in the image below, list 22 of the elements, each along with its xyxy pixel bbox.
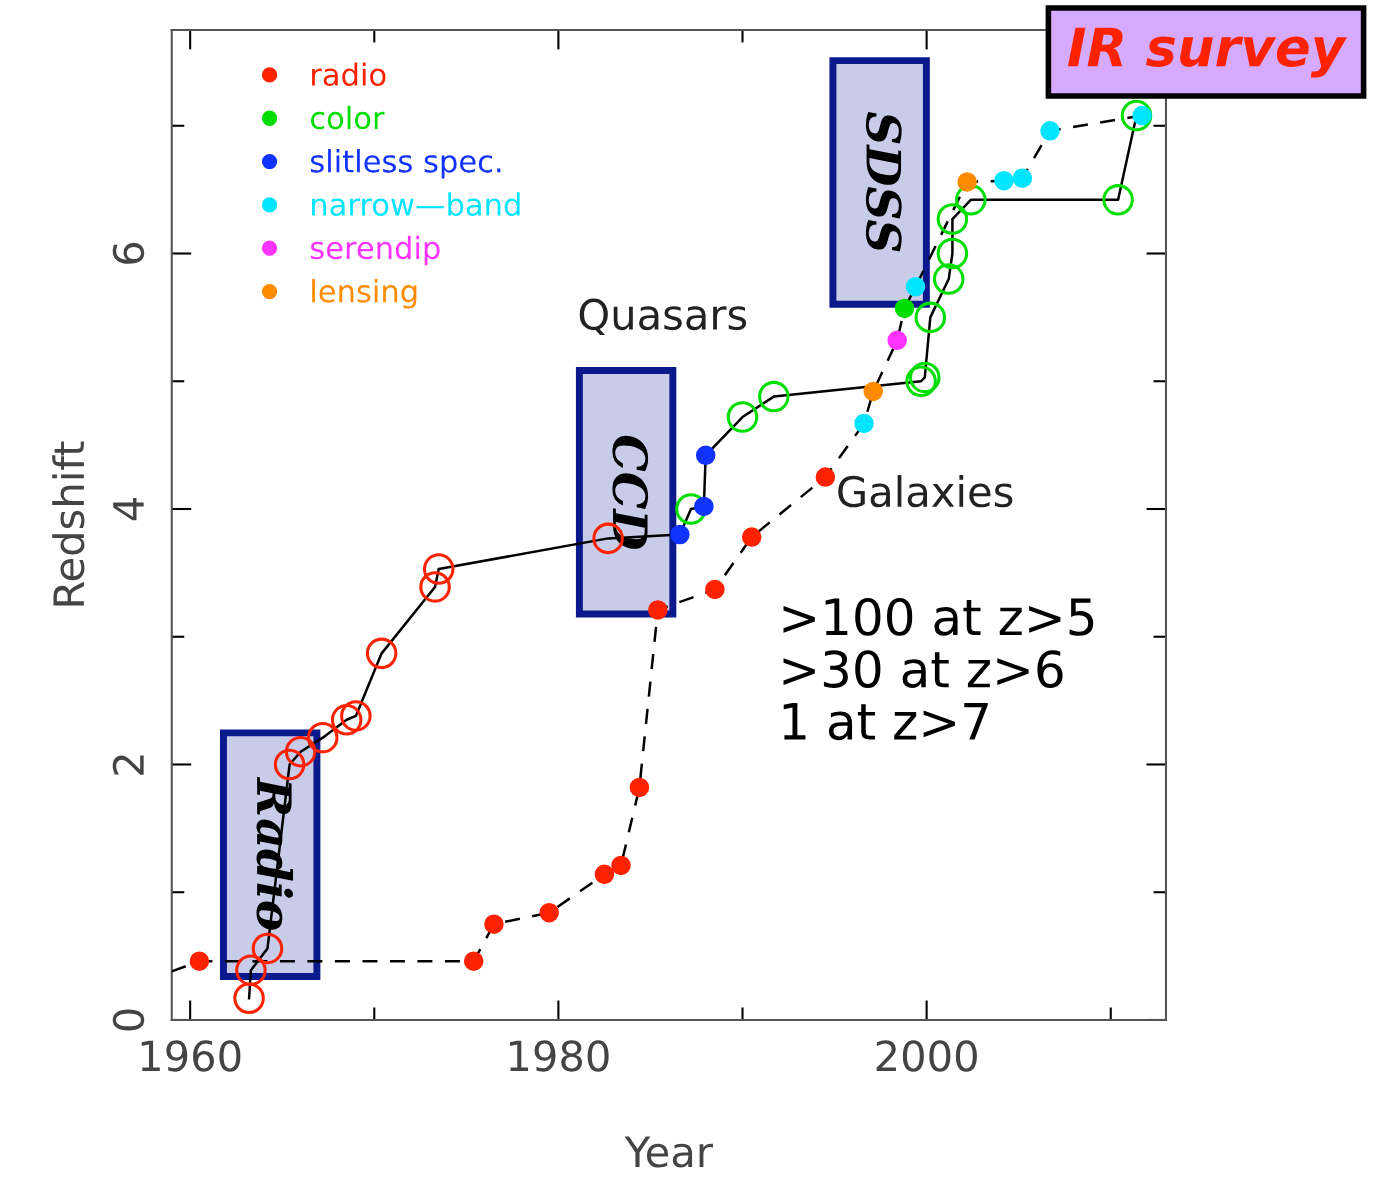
annotation: IR survey (1067, 27, 1347, 78)
legend-label: slitless spec. (310, 149, 501, 179)
annotation: Radio (256, 776, 294, 930)
x-axis-title: Year (624, 1136, 713, 1168)
legend-label: lensing (312, 279, 417, 309)
legend-label: serendip (310, 235, 440, 266)
legend-label: narrow—band (312, 192, 520, 217)
x-tick-label: 1960 (141, 1040, 241, 1072)
y-tick-label: 6 (112, 242, 145, 264)
x-tick-label: 1980 (509, 1040, 609, 1072)
y-tick-label: 4 (113, 498, 144, 521)
annotation: CCD (612, 435, 649, 549)
annotation: SDSS (865, 111, 902, 252)
annotation: >100 at z>5 >30 at z>6 1 at z>7 (783, 597, 1094, 741)
y-axis-title: Redshift (52, 441, 85, 606)
legend-label: color (310, 105, 385, 130)
series-label: Quasars (579, 298, 747, 335)
legend-label: radio (312, 62, 386, 87)
x-tick-label: 2000 (876, 1040, 977, 1072)
series-label: Galaxies (838, 475, 1013, 508)
y-tick-label: 0 (112, 1009, 145, 1031)
y-tick-label: 2 (112, 755, 144, 775)
